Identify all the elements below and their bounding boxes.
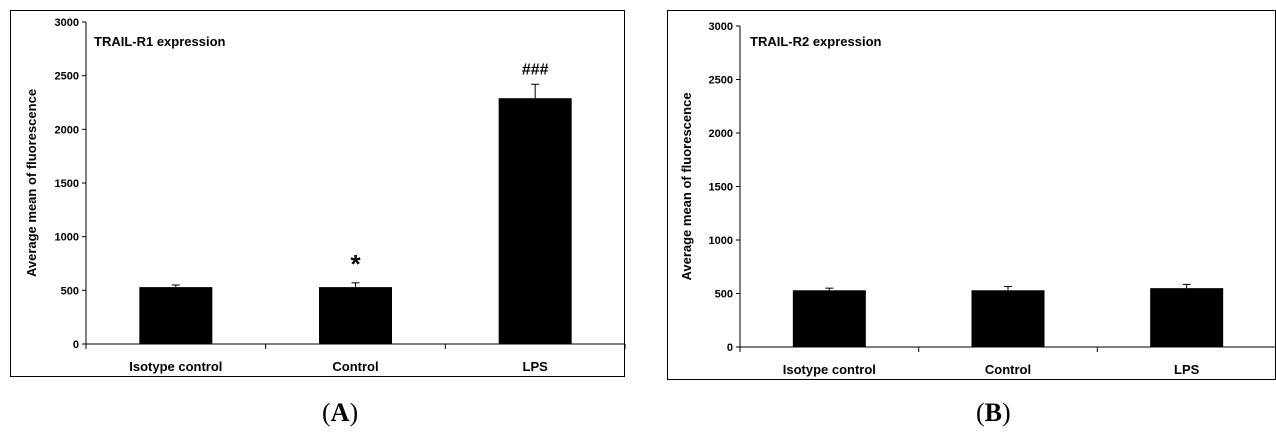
significance-annotation: * xyxy=(350,249,361,279)
bar xyxy=(971,290,1045,347)
y-tick-label: 1500 xyxy=(55,178,79,190)
x-tick-label: Control xyxy=(332,359,378,374)
y-tick-label: 1000 xyxy=(55,232,79,244)
y-tick-label: 1000 xyxy=(709,235,733,247)
chart-panel-1: 0 500 1000 1500 2000 2500 3000 Isotype control C… xyxy=(10,10,626,427)
bar xyxy=(498,98,572,344)
y-tick-label: 3000 xyxy=(55,17,79,29)
bar xyxy=(792,290,866,347)
y-tick-label: 500 xyxy=(715,289,733,301)
chart-title: TRAIL-R1 expression xyxy=(94,34,226,49)
y-axis-label: Average mean of fluorescence xyxy=(24,89,39,277)
x-tick-label: Isotype control xyxy=(129,359,222,374)
bar xyxy=(319,287,392,344)
x-tick-label: Isotype control xyxy=(783,362,876,377)
panel-label: (A) xyxy=(322,398,358,427)
bar xyxy=(1150,288,1224,347)
y-axis-label: Average mean of fluorescence xyxy=(679,92,694,280)
x-tick-label: LPS xyxy=(1174,362,1200,377)
y-tick-label: 500 xyxy=(61,285,79,297)
bar xyxy=(139,287,213,344)
y-tick-label: 0 xyxy=(727,342,733,354)
chart-frame xyxy=(10,10,625,377)
x-tick-label: Control xyxy=(985,362,1031,377)
significance-annotation: ### xyxy=(522,61,549,78)
panel-label: (B) xyxy=(976,398,1011,427)
y-tick-label: 2500 xyxy=(709,75,733,87)
chart-panel-2: 0 500 1000 1500 2000 2500 3000 Isotype control C… xyxy=(667,10,1276,427)
y-tick-label: 3000 xyxy=(709,21,733,33)
y-tick-label: 2500 xyxy=(55,71,79,83)
x-tick-label: LPS xyxy=(523,359,549,374)
y-tick-label: 0 xyxy=(73,339,79,351)
y-tick-label: 1500 xyxy=(709,182,733,194)
chart-title: TRAIL-R2 expression xyxy=(750,34,882,49)
y-tick-label: 2000 xyxy=(55,124,79,136)
y-tick-label: 2000 xyxy=(709,128,733,140)
